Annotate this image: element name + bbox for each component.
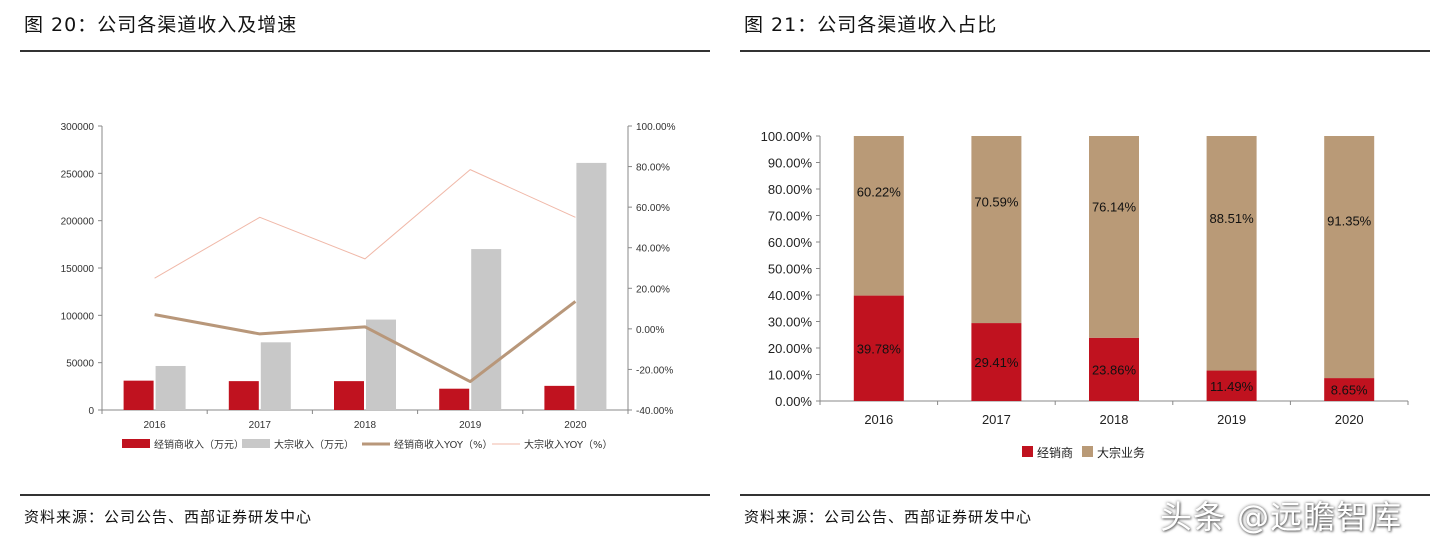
share-y-tick-label: 80.00% [768,182,813,197]
left-y-tick-label: 250000 [61,169,95,180]
share-y-tick-label: 30.00% [768,315,813,330]
bulk-revenue-bar [366,319,396,410]
dealer-share-label: 29.41% [974,355,1019,370]
dealer-revenue-bar [334,381,364,410]
left-figure-title: 图 20：公司各渠道收入及增速 [24,14,298,36]
share-x-tick-label: 2016 [864,412,893,427]
right-source-note: 资料来源：公司公告、西部证券研发中心 [744,508,1033,526]
bulk-share-label: 91.35% [1327,213,1372,228]
legend-bulk-swatch [1082,446,1093,457]
left-y-tick-label: 200000 [61,217,95,228]
left-bottom-rule [20,494,710,496]
share-y-tick-label: 60.00% [768,235,813,250]
bulk-share-bar [1324,136,1375,379]
share-y-tick-label: 20.00% [768,341,813,356]
x-tick-label: 2016 [143,420,166,431]
bulk-share-label: 70.59% [974,194,1019,209]
watermark-text: 头条 @远瞻智库 [1160,498,1403,536]
right-y-tick-label: 80.00% [636,163,670,174]
bulk-revenue-bar [260,342,291,410]
left-source-note: 资料来源：公司公告、西部证券研发中心 [24,508,313,526]
left-y-tick-label: 0 [88,406,94,417]
right-y-tick-label: -40.00% [636,406,673,417]
dealer-revenue-bar [544,385,575,410]
dealer-share-label: 11.49% [1210,379,1254,394]
right-y-tick-label: 60.00% [636,203,670,214]
legend-dealer-revenue-swatch [122,439,150,448]
channel-revenue-share-chart: 100.00% 90.00% 80.00% 70.00% 60.00% 50.00% 40.… [761,129,1409,460]
dealer-share-bar [971,323,1022,401]
share-y-tick-label: 40.00% [768,288,813,303]
left-chart-legend: 经销商收入（万元） 大宗收入（万元） 经销商收入YOY（%） 大宗收入YOY（%） [122,438,613,451]
left-y-tick-label: 50000 [66,359,94,370]
bulk-revenue-bar [576,162,607,410]
left-figure-panel: 图 20：公司各渠道收入及增速 300000 250000 200000 150000… [20,0,710,549]
bulk-share-bar [1206,136,1257,371]
share-y-tick-label: 100.00% [761,129,813,144]
dealer-share-bar [1206,370,1257,401]
bulk-revenue-bar [155,365,186,410]
right-figure-title: 图 21：公司各渠道收入占比 [744,14,998,36]
left-y-tick-label: 150000 [61,264,95,275]
legend-bulk-revenue-label: 大宗收入（万元） [274,438,354,451]
dealer-share-bar [853,295,904,401]
bulk-share-bar [1089,136,1139,338]
left-y-tick-label: 300000 [61,122,95,133]
share-x-tick-label: 2017 [982,412,1011,427]
dealer-share-bar [1324,378,1375,401]
legend-dealer-yoy-label: 经销商收入YOY（%） [394,438,493,451]
right-y-tick-label: 40.00% [636,244,670,255]
left-top-rule [20,50,710,52]
dealer-share-label: 8.65% [1331,383,1368,398]
dealer-yoy-line [154,300,577,384]
dealer-share-label: 23.86% [1092,362,1137,377]
share-x-tick-label: 2018 [1100,412,1129,427]
right-bottom-rule [740,494,1430,496]
x-tick-label: 2018 [354,420,377,431]
legend-bulk-label: 大宗业务 [1097,445,1145,460]
share-y-tick-label: 70.00% [768,209,813,224]
bulk-revenue-bar [471,249,502,410]
right-top-rule [740,50,1430,52]
channel-revenue-growth-chart: 300000 250000 200000 150000 100000 50000 0 100.… [61,122,676,451]
dealer-share-label: 39.78% [857,341,902,356]
bulk-share-bar [971,136,1022,324]
legend-bulk-revenue-swatch [242,439,270,448]
right-chart-legend: 经销商 大宗业务 [1022,445,1145,460]
right-y-tick-label: 100.00% [636,122,676,133]
bulk-share-bar [853,136,904,296]
bulk-yoy-line [154,169,576,279]
share-x-tick-label: 2019 [1217,412,1246,427]
left-y-tick-label: 100000 [61,311,95,322]
right-y-tick-label: -20.00% [636,365,673,376]
right-y-tick-label: 20.00% [636,284,670,295]
x-tick-label: 2017 [249,420,272,431]
dealer-revenue-bar [439,388,470,410]
legend-bulk-yoy-label: 大宗收入YOY（%） [524,438,613,451]
dealer-share-bar [1089,337,1139,401]
legend-dealer-revenue-label: 经销商收入（万元） [154,438,244,451]
share-y-tick-label: 90.00% [768,156,813,171]
share-x-tick-label: 2020 [1335,412,1364,427]
share-y-tick-label: 50.00% [768,262,813,277]
legend-dealer-swatch [1022,446,1033,457]
x-tick-label: 2020 [564,420,587,431]
bulk-share-label: 76.14% [1092,199,1137,214]
bulk-share-label: 60.22% [857,185,902,200]
dealer-revenue-bar [123,380,154,410]
right-figure-panel: 图 21：公司各渠道收入占比 100.00% 90.00% 80.00% 70.00%… [740,0,1430,549]
dealer-revenue-bar [228,381,259,410]
bulk-share-label: 88.51% [1210,211,1255,226]
share-y-tick-label: 10.00% [768,368,813,383]
share-y-tick-label: 0.00% [775,394,812,409]
right-y-tick-label: 0.00% [636,325,664,336]
x-tick-label: 2019 [459,420,482,431]
legend-dealer-label: 经销商 [1037,445,1073,460]
